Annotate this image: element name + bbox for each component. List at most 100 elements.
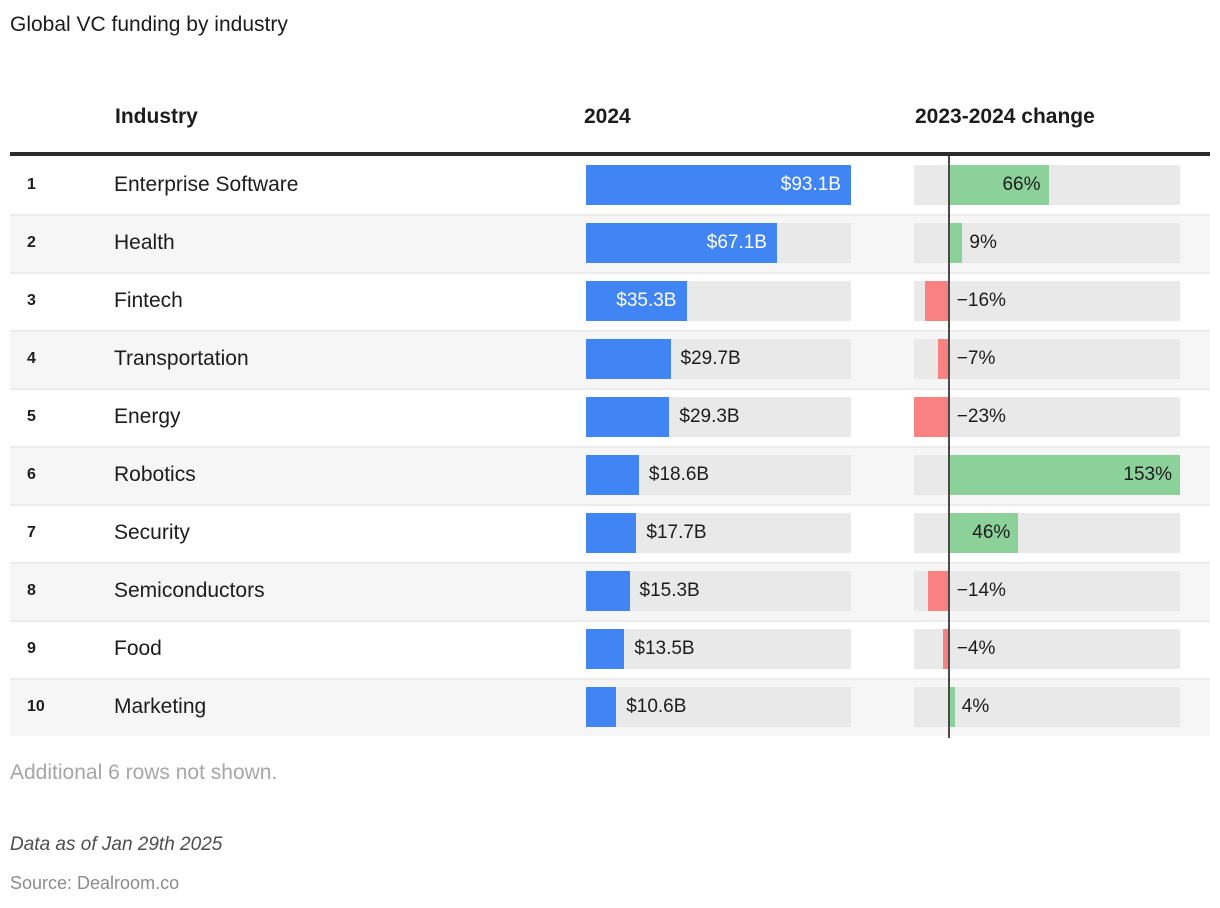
change-bar-track: −16% (914, 281, 1180, 321)
change-value-label: −16% (956, 290, 1006, 311)
change-value-label: −7% (956, 348, 996, 369)
change-bar-positive (948, 513, 1019, 553)
data-as-of-note: Data as of Jan 29th 2025 (10, 834, 223, 855)
industry-label: Robotics (114, 463, 196, 486)
change-value-label: 9% (969, 232, 997, 253)
funding-bar (586, 165, 851, 205)
change-bar-track: 153% (914, 455, 1180, 495)
change-value-label: −4% (956, 638, 996, 659)
funding-bar-track: $35.3B (586, 281, 851, 321)
change-bar-track: 46% (914, 513, 1180, 553)
funding-bar-track: $17.7B (586, 513, 851, 553)
truncation-note: Additional 6 rows not shown. (10, 761, 278, 784)
industry-label: Transportation (114, 347, 249, 370)
column-header-industry: Industry (115, 105, 198, 128)
funding-bar-track: $29.7B (586, 339, 851, 379)
funding-bar-track: $13.5B (586, 629, 851, 669)
funding-bar (586, 629, 625, 669)
change-bar-positive (948, 165, 1049, 205)
funding-value-label: $10.6B (626, 696, 687, 717)
change-bar-track: 9% (914, 223, 1180, 263)
column-header-2024: 2024 (584, 105, 631, 128)
rank-label: 5 (27, 408, 36, 425)
change-value-label: −14% (956, 580, 1006, 601)
funding-bar (586, 281, 687, 321)
funding-value-label: $13.5B (634, 638, 695, 659)
source-note: Source: Dealroom.co (10, 873, 180, 893)
rank-label: 1 (27, 176, 36, 193)
rank-label: 3 (27, 292, 36, 309)
rank-label: 2 (27, 234, 36, 251)
funding-bar (586, 339, 671, 379)
funding-value-label: $15.3B (639, 580, 700, 601)
table-row: 6 Robotics $18.6B 153% (10, 446, 1210, 504)
change-bar-negative (914, 397, 949, 437)
change-bar-positive (948, 455, 1180, 495)
funding-value-label: $29.3B (679, 406, 740, 427)
funding-bar-track: $29.3B (586, 397, 851, 437)
industry-label: Semiconductors (114, 579, 265, 602)
table-row: 4 Transportation $29.7B −7% (10, 330, 1210, 388)
funding-value-label: $18.6B (648, 464, 710, 485)
table-row: 3 Fintech $35.3B −16% (10, 272, 1210, 330)
funding-value-label: $67.1B (706, 232, 767, 253)
table-row: 1 Enterprise Software $93.1B 66% (10, 156, 1210, 214)
funding-bar-track: $67.1B (586, 223, 851, 263)
change-bar-track: −14% (914, 571, 1180, 611)
industry-label: Energy (114, 405, 181, 428)
funding-bar (586, 513, 637, 553)
change-bar-negative (942, 629, 949, 669)
rank-label: 8 (27, 582, 36, 599)
change-value-label: 46% (972, 522, 1011, 543)
industry-label: Security (114, 521, 190, 544)
funding-value-label: $17.7B (646, 522, 707, 543)
zero-axis-line (948, 156, 950, 738)
table-row: 5 Energy $29.3B −23% (10, 388, 1210, 446)
change-bar-positive (948, 223, 963, 263)
funding-bar-track: $10.6B (586, 687, 851, 727)
change-bar-negative (927, 571, 949, 611)
industry-label: Food (114, 637, 162, 660)
table-row: 2 Health $67.1B 9% (10, 214, 1210, 272)
funding-bar (586, 571, 630, 611)
rank-label: 7 (27, 524, 36, 541)
rank-label: 4 (27, 350, 36, 367)
funding-bar-track: $93.1B (586, 165, 851, 205)
funding-bar (586, 223, 777, 263)
change-bar-track: 4% (914, 687, 1180, 727)
industry-label: Health (114, 231, 175, 254)
change-bar-positive (948, 687, 955, 727)
funding-bar-track: $15.3B (586, 571, 851, 611)
industry-label: Enterprise Software (114, 173, 299, 196)
funding-bar (586, 455, 639, 495)
funding-value-label: $93.1B (780, 174, 841, 195)
header-rule (10, 152, 1210, 156)
industry-label: Marketing (114, 695, 207, 718)
change-bar-track: 66% (914, 165, 1180, 205)
funding-value-label: $35.3B (616, 290, 677, 311)
change-value-label: 153% (1123, 464, 1172, 485)
funding-bar (586, 687, 617, 727)
change-bar-negative (924, 281, 949, 321)
table-body: 1 Enterprise Software $93.1B 66% 2 Health $67.… (10, 156, 1210, 736)
change-bar-track: −7% (914, 339, 1180, 379)
column-header-change: 2023-2024 change (915, 105, 1095, 128)
table-row: 9 Food $13.5B −4% (10, 620, 1210, 678)
change-bar-track: −23% (914, 397, 1180, 437)
change-value-label: −23% (956, 406, 1006, 427)
change-bar-negative (938, 339, 949, 379)
funding-bar-track: $18.6B (586, 455, 851, 495)
rank-label: 10 (27, 698, 45, 715)
rank-label: 6 (27, 466, 36, 483)
change-value-label: 66% (1002, 174, 1041, 195)
figure-title: Global VC funding by industry (10, 13, 288, 36)
table-row: 7 Security $17.7B 46% (10, 504, 1210, 562)
change-bar-track: −4% (914, 629, 1180, 669)
table-row: 8 Semiconductors $15.3B −14% (10, 562, 1210, 620)
industry-label: Fintech (114, 289, 183, 312)
funding-bar (586, 397, 670, 437)
change-value-label: 4% (961, 696, 990, 717)
funding-value-label: $29.7B (680, 348, 741, 369)
table-row: 10 Marketing $10.6B 4% (10, 678, 1210, 736)
